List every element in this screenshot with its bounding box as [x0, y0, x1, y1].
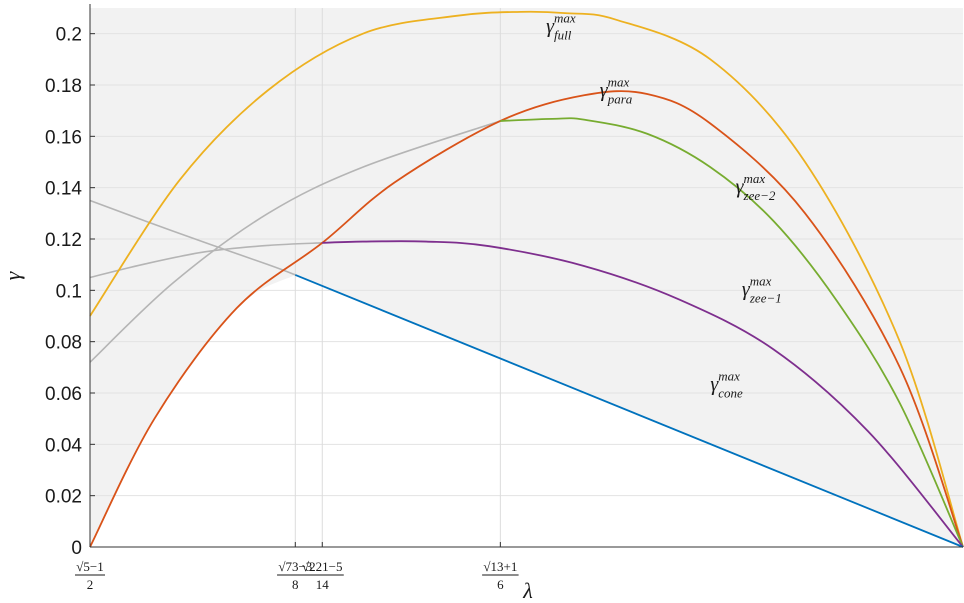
series-line — [294, 274, 964, 548]
y-tick-label: 0.2 — [56, 25, 82, 46]
x-tick-denominator: 6 — [497, 577, 504, 592]
gray-curve — [89, 242, 323, 279]
series-label: γmax full — [546, 10, 576, 42]
series-label: γmax zee−1 — [742, 273, 782, 305]
x-tick-numerator: √13+1 — [483, 559, 517, 574]
series-line — [500, 117, 964, 548]
y-tick-label: 0.12 — [45, 230, 82, 251]
x-tick-numerator: √73−3 — [278, 559, 312, 574]
y-tick-label: 0.08 — [45, 333, 82, 354]
x-tick-denominator: 2 — [87, 577, 94, 592]
y-tick-label: 0 — [71, 538, 82, 559]
series-lines — [89, 10, 964, 548]
y-tick-label: 0.16 — [45, 127, 82, 148]
shaded-area — [90, 8, 963, 547]
gray-curve — [89, 120, 501, 363]
y-tick-label: 0.04 — [45, 435, 82, 456]
y-tick-label: 0.1 — [56, 281, 82, 302]
curve-labels: γmax full γmax para γmax zee−2 γmax zee−1 γmax co… — [546, 10, 782, 400]
x-tick-denominator: 8 — [292, 577, 299, 592]
series-label: γmax zee−2 — [736, 171, 776, 203]
y-axis-title: γ — [0, 270, 25, 280]
series-line — [322, 240, 964, 548]
y-tick-label: 0.14 — [45, 179, 82, 200]
x-tick-numerator: √221−5 — [302, 559, 342, 574]
x-axis-title: λ — [522, 578, 533, 603]
x-tick-labels: √5−1 2 √73−3 8√221−5 14 √13+1 6 — [75, 542, 519, 592]
series-label: γmax para — [600, 75, 633, 107]
y-tick-label: 0.06 — [45, 384, 82, 405]
gray-curve — [89, 199, 296, 276]
shaded-region — [90, 8, 963, 547]
y-tick-label: 0.18 — [45, 76, 82, 97]
series-label: γmax cone — [710, 368, 743, 400]
y-tick-labels: 0 0.02 0.04 0.06 0.08 0.1 0.12 0.14 0.16 0.18 0.2 — [45, 25, 95, 559]
series-line — [89, 10, 964, 548]
y-tick-label: 0.02 — [45, 487, 82, 508]
gray-curves — [89, 120, 501, 363]
series-line — [89, 90, 964, 548]
x-tick-denominator: 14 — [316, 577, 330, 592]
x-tick-numerator: √5−1 — [76, 559, 103, 574]
axes — [89, 4, 963, 548]
